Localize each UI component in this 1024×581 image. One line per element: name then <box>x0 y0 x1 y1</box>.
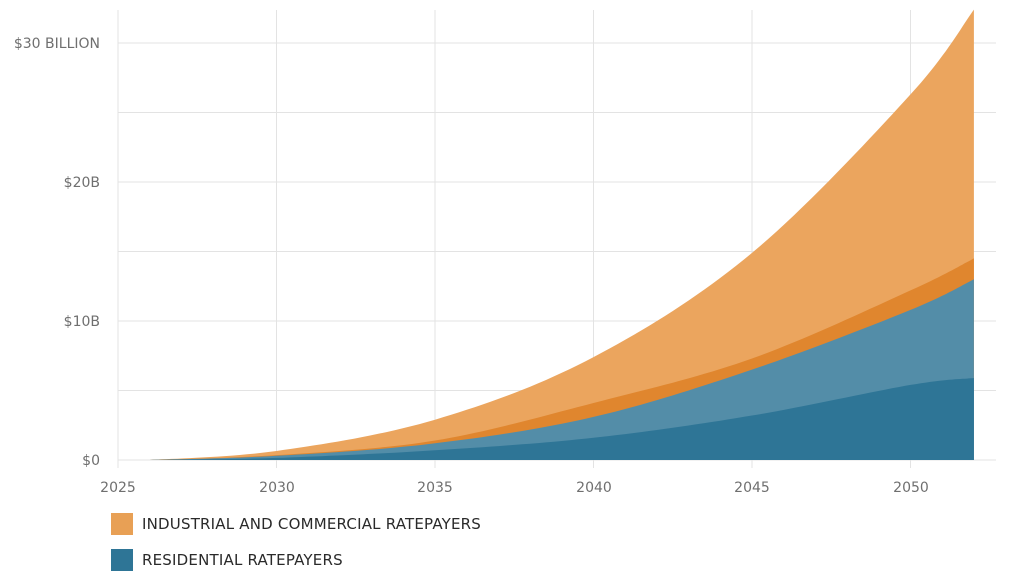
y-axis: $0 $10B $20B $30 BILLION <box>14 36 100 469</box>
x-axis: 2025 2030 2035 2040 2045 2050 <box>100 480 929 496</box>
legend-label: RESIDENTIAL RATEPAYERS <box>142 551 343 569</box>
area-industrial-range <box>149 9 974 460</box>
legend-item-industrial: INDUSTRIAL AND COMMERCIAL RATEPAYERS <box>111 513 481 535</box>
y-tick-label: $0 <box>82 453 100 469</box>
x-tick-label: 2025 <box>100 480 136 496</box>
legend-item-residential: RESIDENTIAL RATEPAYERS <box>111 549 343 571</box>
y-tick-label: $10B <box>64 314 100 330</box>
x-tick-label: 2040 <box>576 480 612 496</box>
x-tick-label: 2050 <box>893 480 929 496</box>
x-tick-label: 2035 <box>417 480 453 496</box>
areas <box>149 9 974 460</box>
y-tick-label: $30 BILLION <box>14 36 100 52</box>
legend-swatch-residential <box>111 549 133 571</box>
x-tick-label: 2030 <box>259 480 295 496</box>
area-chart: $0 $10B $20B $30 BILLION 2025 2030 2035 … <box>14 9 996 496</box>
y-tick-label: $20B <box>64 175 100 191</box>
x-tick-label: 2045 <box>734 480 770 496</box>
legend-swatch-industrial <box>111 513 133 535</box>
legend-label: INDUSTRIAL AND COMMERCIAL RATEPAYERS <box>142 515 482 533</box>
area-residential-base <box>149 378 974 460</box>
